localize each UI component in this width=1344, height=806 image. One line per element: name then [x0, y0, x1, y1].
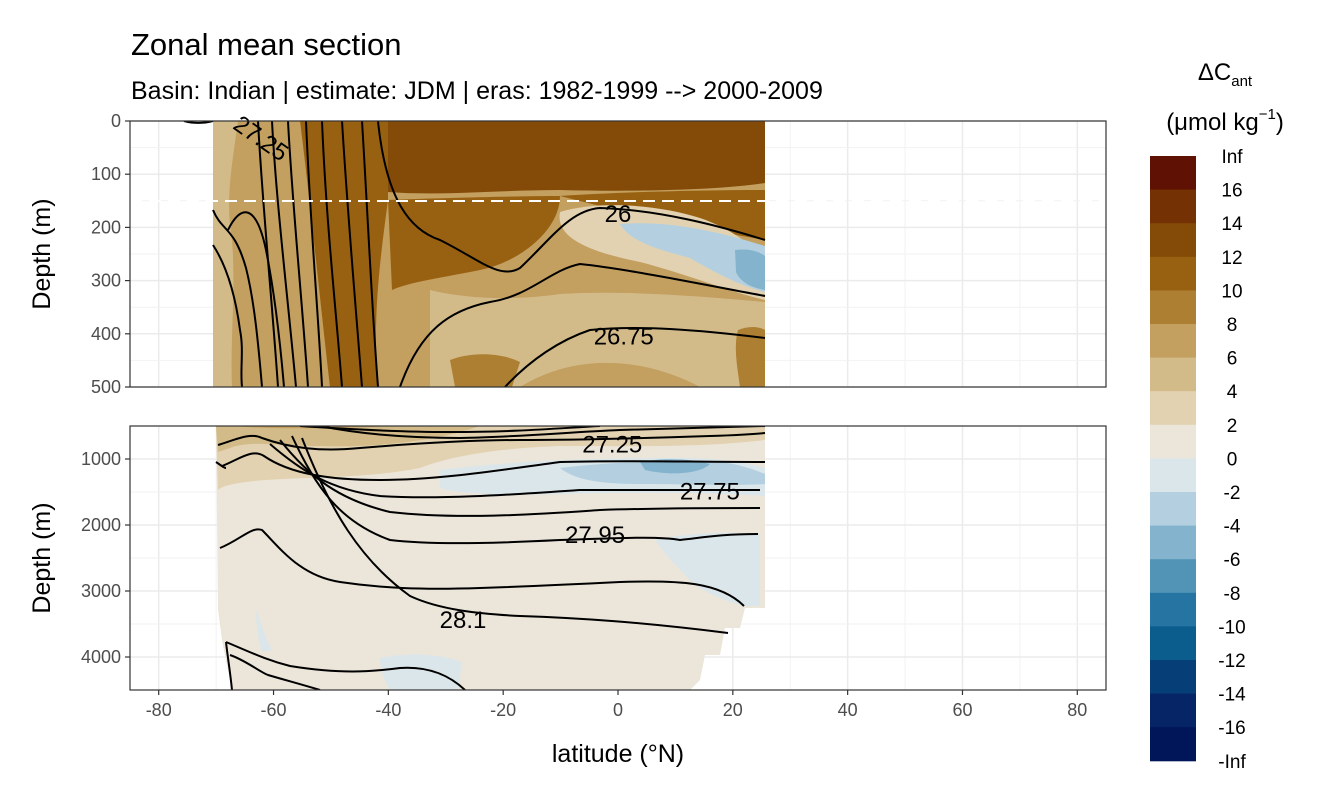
- y-tick-label: 400: [91, 324, 121, 344]
- x-tick-label: 80: [1067, 700, 1087, 720]
- legend-swatch: [1150, 424, 1196, 459]
- lower-panel: 27.25 27.75 27.95 28.1 1000 2000 3000 4000 Dep…: [28, 425, 1107, 691]
- upper-panel-border: [129, 120, 1107, 388]
- legend-swatch: [1150, 223, 1196, 258]
- legend-swatch: [1150, 727, 1196, 762]
- legend-swatch: [1150, 660, 1196, 695]
- y-tick-label: 100: [91, 164, 121, 184]
- isopycnal-label: 28.1: [440, 607, 487, 634]
- x-axis-label: latitude (°N): [552, 740, 684, 768]
- legend-labels: Inf 16 14 12 10 8 6 4 2 0 -2 -4 -6 -8 -10 -12 -14 -16 -Inf: [1218, 147, 1246, 773]
- legend-swatch: [1150, 189, 1196, 224]
- legend-swatch: [1150, 156, 1196, 191]
- isopycnal-label: 26.75: [594, 323, 654, 350]
- legend-label: 0: [1227, 449, 1238, 470]
- x-tick-label: -40: [375, 700, 401, 720]
- x-tick-label: -20: [490, 700, 516, 720]
- isopycnal-label: 27.75: [680, 478, 740, 505]
- legend-label: -12: [1218, 651, 1245, 672]
- legend-swatch: [1150, 693, 1196, 728]
- legend-swatch: [1150, 492, 1196, 527]
- legend-swatch: [1150, 290, 1196, 325]
- x-tick-label: 0: [613, 700, 623, 720]
- legend-label: 16: [1221, 181, 1242, 202]
- legend-label: 6: [1227, 349, 1238, 370]
- y-tick-label: 1000: [81, 449, 121, 469]
- x-tick-label: -80: [146, 700, 172, 720]
- upper-y-ticks: 0 100 200 300 400 500: [91, 111, 130, 397]
- x-tick-label: -60: [261, 700, 287, 720]
- y-tick-label: 300: [91, 271, 121, 291]
- legend-label: -10: [1218, 617, 1245, 638]
- legend-label: 2: [1227, 416, 1238, 437]
- legend-swatch: [1150, 256, 1196, 291]
- legend-label: -4: [1224, 517, 1241, 538]
- legend-label: 4: [1227, 382, 1238, 403]
- legend-title: ΔCant: [1198, 59, 1253, 90]
- legend-swatch: [1150, 357, 1196, 392]
- legend-label: 12: [1221, 248, 1242, 269]
- legend-label: Inf: [1221, 147, 1243, 168]
- y-tick-label: 2000: [81, 515, 121, 535]
- chart-title: Zonal mean section: [131, 27, 402, 62]
- chart-subtitle: Basin: Indian | estimate: JDM | eras: 19…: [131, 77, 823, 105]
- y-tick-label: 500: [91, 377, 121, 397]
- legend-label: -2: [1224, 483, 1241, 504]
- isopycnal-label: 27.25: [582, 431, 642, 458]
- isopycnal-label: 27.95: [565, 522, 625, 549]
- isopycnal-label: 26: [605, 201, 632, 228]
- upper-field: [213, 121, 765, 387]
- upper-y-label: Depth (m): [28, 198, 56, 309]
- x-tick-label: 40: [838, 700, 858, 720]
- y-tick-label: 0: [111, 111, 121, 131]
- x-tick-label: 20: [723, 700, 743, 720]
- y-tick-label: 3000: [81, 581, 121, 601]
- y-tick-label: 200: [91, 217, 121, 237]
- legend-swatch: [1150, 559, 1196, 594]
- upper-isopycnals: [183, 121, 766, 387]
- lower-y-label: Depth (m): [28, 502, 56, 613]
- x-axis-ticks: -80 -60 -40 -20 0 20 40 60 80: [146, 690, 1087, 720]
- legend-label: -8: [1224, 584, 1241, 605]
- legend-label: 10: [1221, 281, 1242, 302]
- legend-colorbar: [1150, 156, 1196, 762]
- legend-swatch: [1150, 592, 1196, 627]
- legend-swatch: [1150, 626, 1196, 661]
- legend-swatch: [1150, 525, 1196, 560]
- legend-label: 14: [1221, 214, 1243, 235]
- x-tick-label: 60: [952, 700, 972, 720]
- legend-swatch: [1150, 458, 1196, 493]
- legend-label: -Inf: [1218, 752, 1246, 773]
- legend-unit: (μmol kg−1): [1166, 106, 1284, 136]
- y-tick-label: 4000: [81, 647, 121, 667]
- legend-label: -6: [1224, 550, 1241, 571]
- legend-swatch: [1150, 391, 1196, 426]
- lower-y-ticks: 1000 2000 3000 4000: [81, 449, 130, 667]
- legend-label: -14: [1218, 685, 1246, 706]
- legend-label: 8: [1227, 315, 1238, 336]
- lower-contour-labels: 27.25 27.75 27.95 28.1: [440, 431, 740, 634]
- legend-swatch: [1150, 324, 1196, 359]
- colorbar-legend: ΔCant (μmol kg−1) Inf 16 14 12 10 8 6 4 2 0 -2 -4 -6…: [1150, 59, 1284, 773]
- lower-isopycnals: [215, 426, 766, 690]
- legend-label: -16: [1218, 718, 1245, 739]
